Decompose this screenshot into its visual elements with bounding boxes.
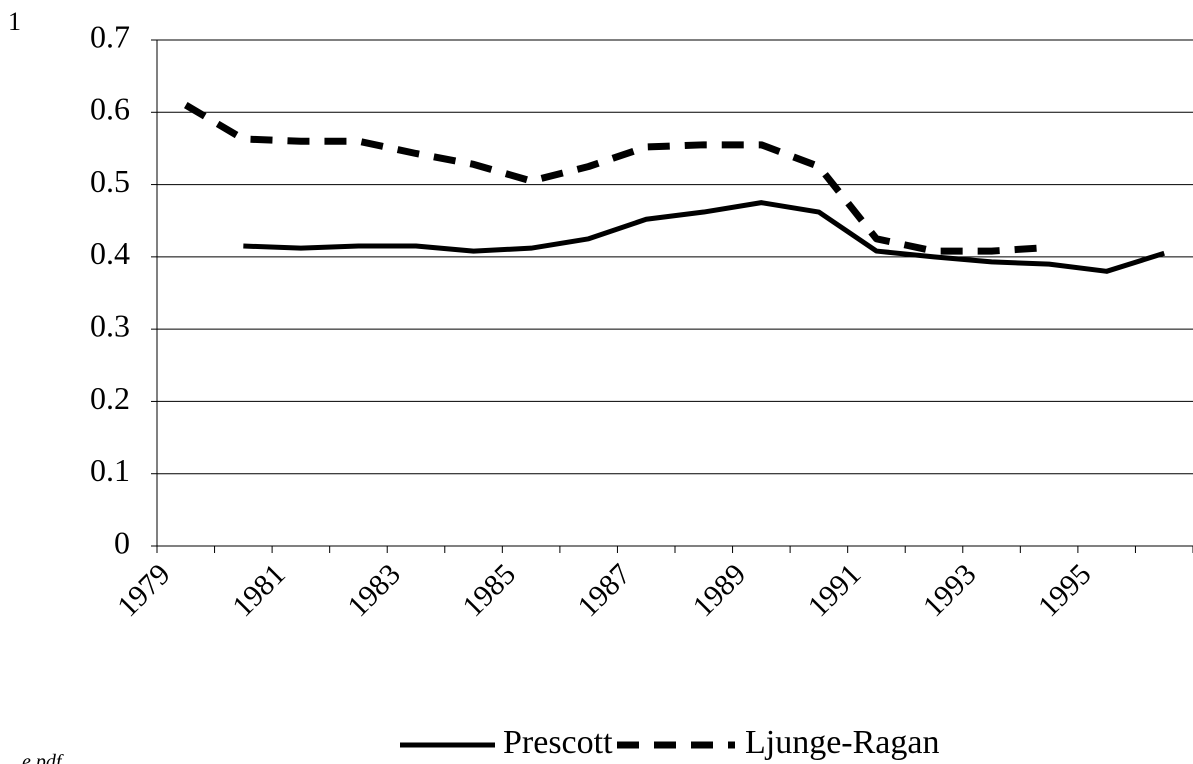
y-tick-label: 0.7	[90, 18, 130, 54]
x-tick-label: 1983	[341, 558, 407, 624]
y-tick-label: 0.3	[90, 307, 130, 343]
y-tick-label: 0.2	[90, 380, 130, 416]
x-tick-label: 1985	[456, 558, 522, 624]
x-tick-label: 1995	[1032, 558, 1098, 624]
y-tick-label: 0.1	[90, 452, 130, 488]
x-tick-label: 1987	[571, 558, 637, 624]
y-tick-label: 0	[114, 524, 130, 560]
x-tick-label: 1979	[111, 558, 177, 624]
y-tick-label: 0.5	[90, 163, 130, 199]
legend-label: Ljunge-Ragan	[745, 724, 940, 761]
y-tick-label: 0.4	[90, 235, 130, 271]
series-line	[243, 200, 1165, 274]
x-tick-label: 1993	[917, 558, 983, 624]
x-tick-label: 1989	[687, 558, 753, 624]
series-line	[183, 102, 1050, 255]
corner-note: e.pdf	[22, 751, 64, 764]
y-tick-label: 0.6	[90, 91, 130, 127]
page-number: 1	[8, 7, 21, 36]
x-tick-label: 1981	[226, 558, 292, 624]
x-tick-label: 1991	[802, 558, 868, 624]
legend-label: Prescott	[503, 724, 613, 761]
